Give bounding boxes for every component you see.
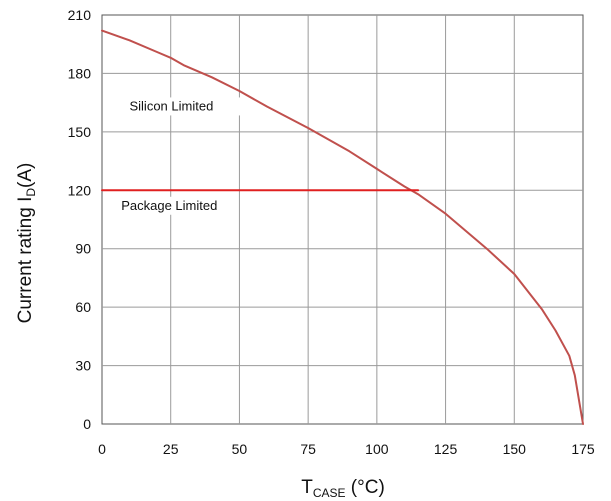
x-tick-label-0: 0: [98, 441, 106, 457]
series-layer: [101, 29, 584, 425]
y-axis-title-main: Current rating I: [15, 197, 36, 324]
x-tick-labels: 0 25 50 75 100 125 150 175: [98, 441, 595, 457]
y-tick-label-210: 210: [68, 7, 92, 23]
x-axis-title-subscript: CASE: [313, 486, 346, 500]
y-tick-label-150: 150: [68, 124, 92, 140]
silicon-label-background: [126, 97, 242, 116]
silicon-limited-label: Silicon Limited: [129, 98, 213, 113]
y-tick-labels: 0 30 60 90 120 150 180 210: [68, 7, 92, 432]
gridlines: [102, 15, 583, 424]
x-axis-title-main: T: [301, 477, 313, 498]
x-tick-label-100: 100: [365, 441, 389, 457]
package-label-background: [118, 196, 234, 215]
plot-area: [101, 14, 584, 425]
package-limited-label: Package Limited: [121, 198, 217, 213]
y-axis-title: Current rating ID(A): [15, 163, 38, 324]
y-tick-label-120: 120: [68, 182, 92, 198]
y-axis-title-subscript: D: [24, 188, 38, 197]
y-tick-label-90: 90: [75, 241, 91, 257]
x-tick-label-25: 25: [163, 441, 179, 457]
x-tick-label-50: 50: [232, 441, 248, 457]
x-tick-label-75: 75: [300, 441, 316, 457]
x-tick-label-125: 125: [434, 441, 458, 457]
silicon-limited-line: [101, 29, 584, 425]
y-tick-label-180: 180: [68, 65, 92, 81]
y-tick-label-30: 30: [75, 358, 91, 374]
annotation-layer: Silicon Limited Package Limited: [118, 97, 242, 215]
plot-frame-group: [101, 14, 584, 425]
x-axis-title: TCASE (°C): [301, 477, 385, 500]
x-tick-label-175: 175: [571, 441, 595, 457]
x-axis-title-suffix: (°C): [346, 477, 385, 498]
x-tick-label-150: 150: [503, 441, 527, 457]
y-tick-label-60: 60: [75, 299, 91, 315]
y-axis-title-suffix: (A): [15, 163, 36, 188]
y-tick-label-0: 0: [83, 416, 91, 432]
